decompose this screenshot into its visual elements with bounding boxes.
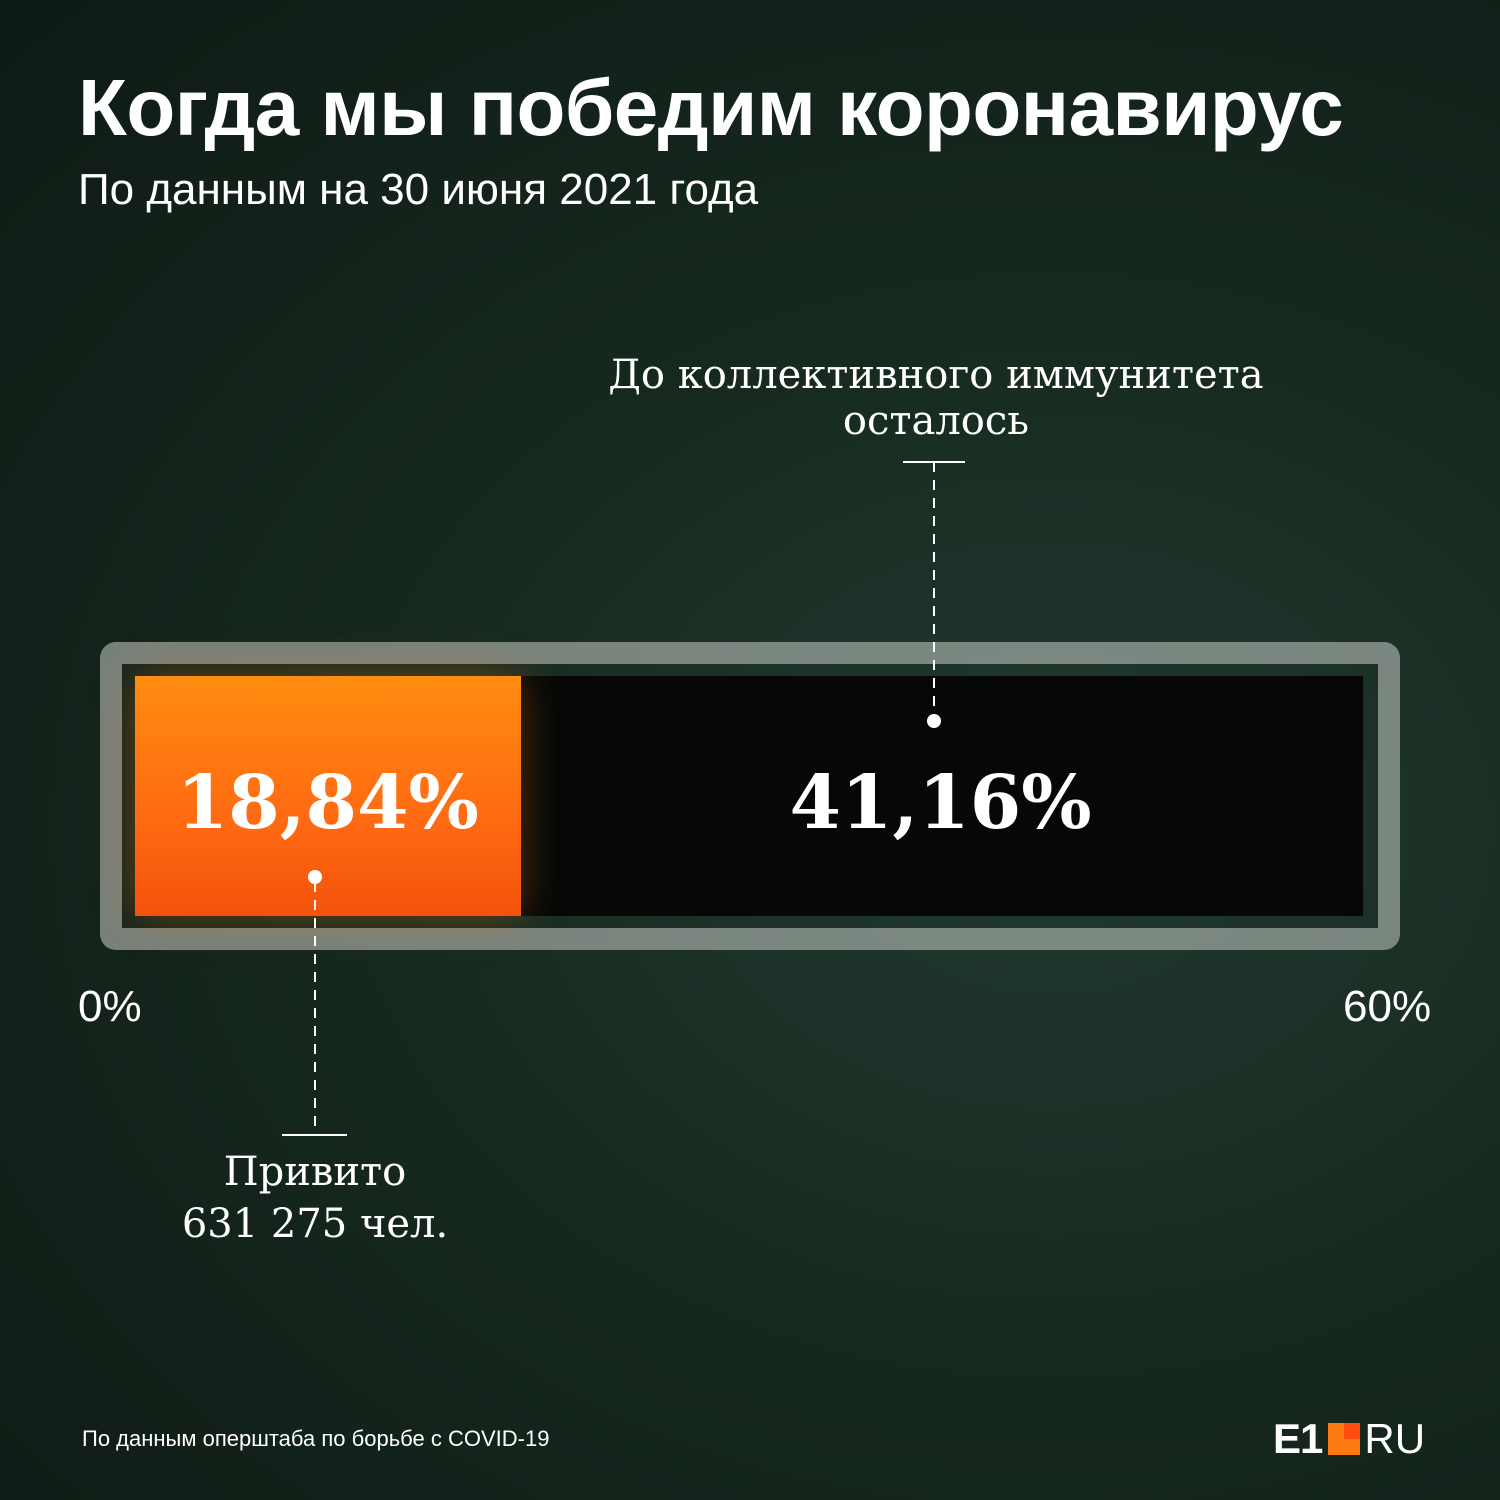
e1-logo: E1 RU (1273, 1415, 1425, 1462)
axis-tick-label-max: 60% (1343, 982, 1432, 1031)
progress-bar-frame (100, 642, 1400, 950)
annotation-remaining: До коллективного иммунитета осталось (536, 352, 1336, 444)
annotation-remaining-line1: До коллективного иммунитета (608, 352, 1264, 398)
chart-title: Когда мы победим коронавирус (78, 63, 1344, 152)
leader-remaining-dot (927, 714, 941, 728)
source-note: По данным оперштаба по борьбе с COVID-19 (82, 1426, 550, 1451)
data-label-remaining: 41,16% (789, 760, 1092, 846)
logo-ru-text: RU (1364, 1415, 1426, 1462)
leader-vaccinated-dot (308, 870, 322, 884)
bar-segment-vaccinated (135, 676, 521, 916)
annotation-vaccinated: Привито 631 275 чел. (115, 1146, 515, 1250)
annotation-vaccinated-line1: Привито (223, 1149, 407, 1195)
annotation-remaining-line2: осталось (842, 398, 1030, 444)
logo-square-icon (1328, 1423, 1361, 1455)
axis-tick-label-min: 0% (78, 982, 142, 1031)
chart-subtitle: По данным на 30 июня 2021 года (78, 165, 759, 214)
annotation-vaccinated-line2: 631 275 чел. (181, 1201, 449, 1247)
logo-e1-text: E1 (1273, 1415, 1323, 1462)
data-label-vaccinated: 18,84% (176, 760, 479, 846)
